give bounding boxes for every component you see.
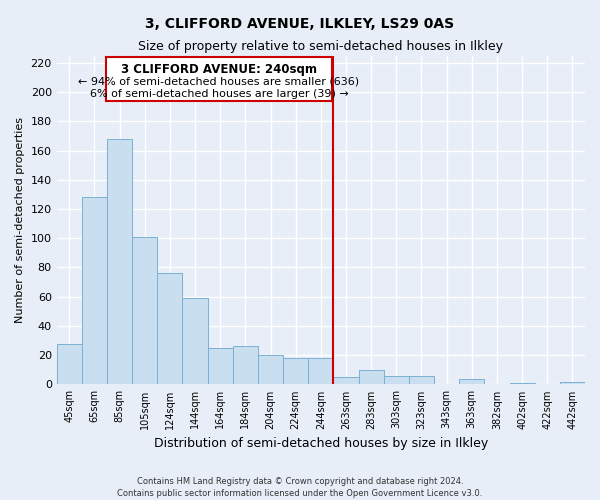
Bar: [56, 344, 82, 384]
Bar: [157, 274, 182, 384]
Title: Size of property relative to semi-detached houses in Ilkley: Size of property relative to semi-detach…: [139, 40, 503, 53]
Bar: [233, 346, 258, 385]
Y-axis label: Number of semi-detached properties: Number of semi-detached properties: [15, 117, 25, 323]
Bar: [384, 376, 409, 384]
X-axis label: Distribution of semi-detached houses by size in Ilkley: Distribution of semi-detached houses by …: [154, 437, 488, 450]
Bar: [107, 139, 132, 384]
Bar: [334, 377, 359, 384]
Bar: [208, 348, 233, 385]
Bar: [509, 383, 535, 384]
Text: ← 94% of semi-detached houses are smaller (636): ← 94% of semi-detached houses are smalle…: [79, 76, 359, 86]
Text: 3 CLIFFORD AVENUE: 240sqm: 3 CLIFFORD AVENUE: 240sqm: [121, 63, 317, 76]
Text: 6% of semi-detached houses are larger (39) →: 6% of semi-detached houses are larger (3…: [89, 89, 349, 99]
Bar: [182, 298, 208, 384]
Bar: [560, 382, 585, 384]
Bar: [308, 358, 334, 384]
Text: 3, CLIFFORD AVENUE, ILKLEY, LS29 0AS: 3, CLIFFORD AVENUE, ILKLEY, LS29 0AS: [145, 18, 455, 32]
Bar: [283, 358, 308, 384]
Bar: [258, 355, 283, 384]
Bar: [359, 370, 384, 384]
Bar: [82, 198, 107, 384]
Bar: [409, 376, 434, 384]
Text: Contains HM Land Registry data © Crown copyright and database right 2024.
Contai: Contains HM Land Registry data © Crown c…: [118, 476, 482, 498]
Bar: [132, 237, 157, 384]
Bar: [459, 378, 484, 384]
Bar: [106, 57, 332, 101]
